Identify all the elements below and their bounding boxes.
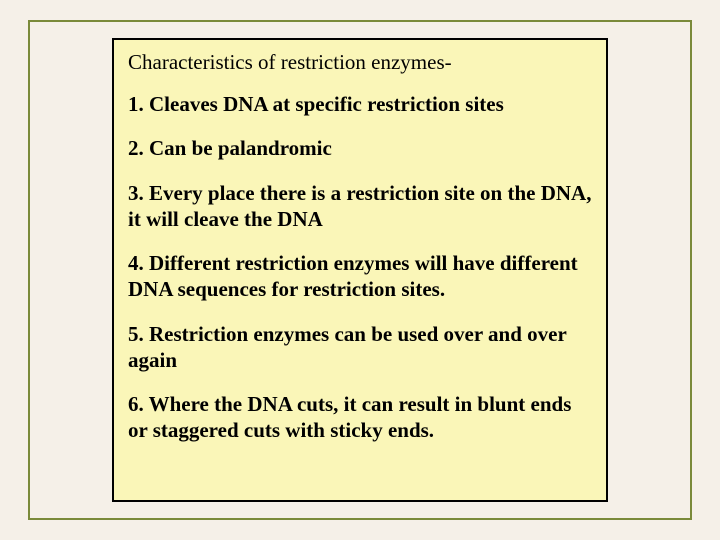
list-item: 6. Where the DNA cuts, it can result in …	[128, 391, 592, 444]
list-item: 5. Restriction enzymes can be used over …	[128, 321, 592, 374]
list-item: 4. Different restriction enzymes will ha…	[128, 250, 592, 303]
list-item: 1. Cleaves DNA at specific restriction s…	[128, 91, 592, 117]
title: Characteristics of restriction enzymes-	[128, 50, 592, 75]
list-item: 2. Can be palandromic	[128, 135, 592, 161]
content-box: Characteristics of restriction enzymes- …	[112, 38, 608, 502]
list-item: 3. Every place there is a restriction si…	[128, 180, 592, 233]
